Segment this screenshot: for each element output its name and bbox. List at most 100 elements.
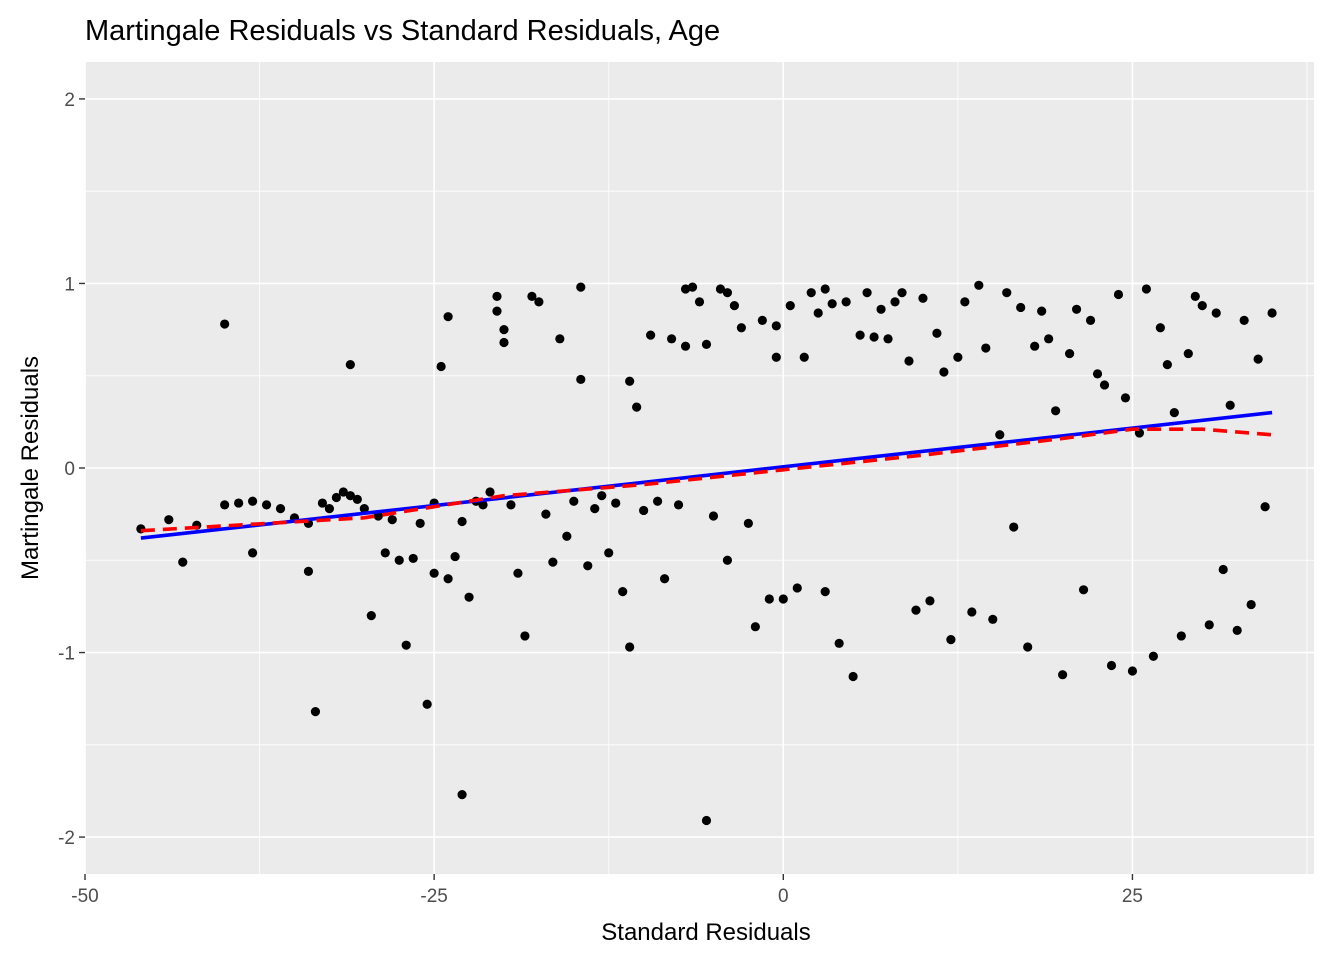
scatter-point <box>632 402 642 412</box>
x-tick-label: 0 <box>778 886 789 907</box>
scatter-point <box>625 376 635 386</box>
scatter-point <box>953 352 963 362</box>
scatter-point <box>708 511 719 521</box>
scatter-point <box>1155 323 1165 333</box>
scatter-point <box>1113 289 1124 300</box>
scatter-point <box>625 642 635 652</box>
scatter-point <box>1253 354 1263 364</box>
scatter-point <box>988 614 998 624</box>
scatter-point <box>178 557 188 567</box>
scatter-point <box>722 288 733 298</box>
scatter-point <box>1037 306 1047 316</box>
scatter-point <box>666 334 677 344</box>
scatter-point <box>422 699 432 709</box>
y-tick-label: 1 <box>64 274 75 295</box>
scatter-point <box>520 631 530 641</box>
scatter-point <box>1239 315 1249 325</box>
linear-fit-line <box>140 410 1273 540</box>
scatter-point <box>694 297 705 307</box>
scatter-point <box>1211 308 1221 318</box>
scatter-points <box>136 280 1277 826</box>
scatter-point <box>1169 408 1179 418</box>
scatter-point <box>967 607 977 617</box>
scatter-point <box>1106 660 1117 671</box>
scatter-point <box>380 548 390 558</box>
y-axis-label: Martingale Residuals <box>17 356 44 580</box>
scatter-point <box>1260 502 1270 512</box>
scatter-point <box>827 299 837 309</box>
scatter-point <box>799 352 809 362</box>
scatter-point <box>974 280 984 290</box>
scatter-point <box>436 361 446 372</box>
smooth-fit-line <box>140 427 1273 533</box>
scatter-point <box>457 790 467 800</box>
scatter-point <box>1190 291 1200 301</box>
scatter-point <box>701 815 712 826</box>
scatter-point <box>1023 642 1033 652</box>
scatter-point <box>1099 380 1110 390</box>
scatter-point <box>220 500 230 510</box>
scatter-point <box>1218 564 1228 575</box>
scatter-point <box>1085 315 1096 325</box>
scatter-point <box>583 561 593 571</box>
tick-labels: -50 -25 0 25 -2 -1 0 1 2 <box>58 90 1143 907</box>
scatter-point <box>234 498 244 508</box>
scatter-point <box>736 323 746 333</box>
scatter-point <box>1246 599 1256 610</box>
scatter-point <box>653 496 663 506</box>
scatter-point <box>904 356 914 366</box>
scatter-point <box>897 288 907 298</box>
scatter-point <box>303 566 314 576</box>
scatter-point <box>611 498 621 508</box>
scatter-point <box>345 491 355 501</box>
scatter-point <box>939 367 949 377</box>
scatter-point <box>499 337 509 348</box>
scatter-point <box>771 352 781 362</box>
scatter-point <box>722 555 733 565</box>
scatter-point <box>576 374 586 385</box>
scatter-point <box>764 594 774 604</box>
scatter-point <box>673 500 684 510</box>
y-tick-label: 0 <box>64 459 75 480</box>
scatter-point <box>855 330 865 340</box>
scatter-point <box>918 293 928 303</box>
scatter-point <box>527 291 537 301</box>
scatter-point <box>492 306 502 316</box>
scatter-point <box>261 500 272 510</box>
scatter-point <box>562 531 572 541</box>
scatter-point <box>1141 284 1152 294</box>
scatter-point <box>478 500 488 510</box>
y-tick-label: -1 <box>58 644 75 665</box>
scatter-point <box>576 282 586 292</box>
scatter-point <box>506 500 516 510</box>
scatter-point <box>1064 348 1075 359</box>
scatter-point <box>1071 304 1082 314</box>
scatter-point <box>715 284 726 294</box>
scatter-point <box>820 587 830 597</box>
scatter-point <box>338 487 348 497</box>
x-axis-label: Standard Residuals <box>601 919 810 946</box>
scatter-point <box>750 622 760 632</box>
scatter-point <box>366 611 376 621</box>
scatter-point <box>1232 625 1242 636</box>
scatter-point <box>911 605 921 615</box>
scatter-point <box>450 551 460 562</box>
scatter-point <box>1204 620 1214 630</box>
scatter-point <box>806 288 816 298</box>
scatter-point <box>869 332 879 342</box>
scatter-point <box>485 487 495 497</box>
scatter-point <box>834 638 844 648</box>
scatter-point <box>401 640 411 650</box>
scatter-point <box>1225 400 1235 410</box>
scatter-point <box>687 282 698 292</box>
x-tick-label: -25 <box>420 886 447 907</box>
scatter-point <box>932 328 942 338</box>
scatter-point <box>995 430 1005 440</box>
scatter-point <box>457 516 467 527</box>
scatter-point <box>443 574 453 584</box>
scatter-point <box>841 297 851 307</box>
scatter-point <box>1267 308 1277 318</box>
y-tick-label: 2 <box>64 90 75 111</box>
scatter-point <box>541 509 551 519</box>
